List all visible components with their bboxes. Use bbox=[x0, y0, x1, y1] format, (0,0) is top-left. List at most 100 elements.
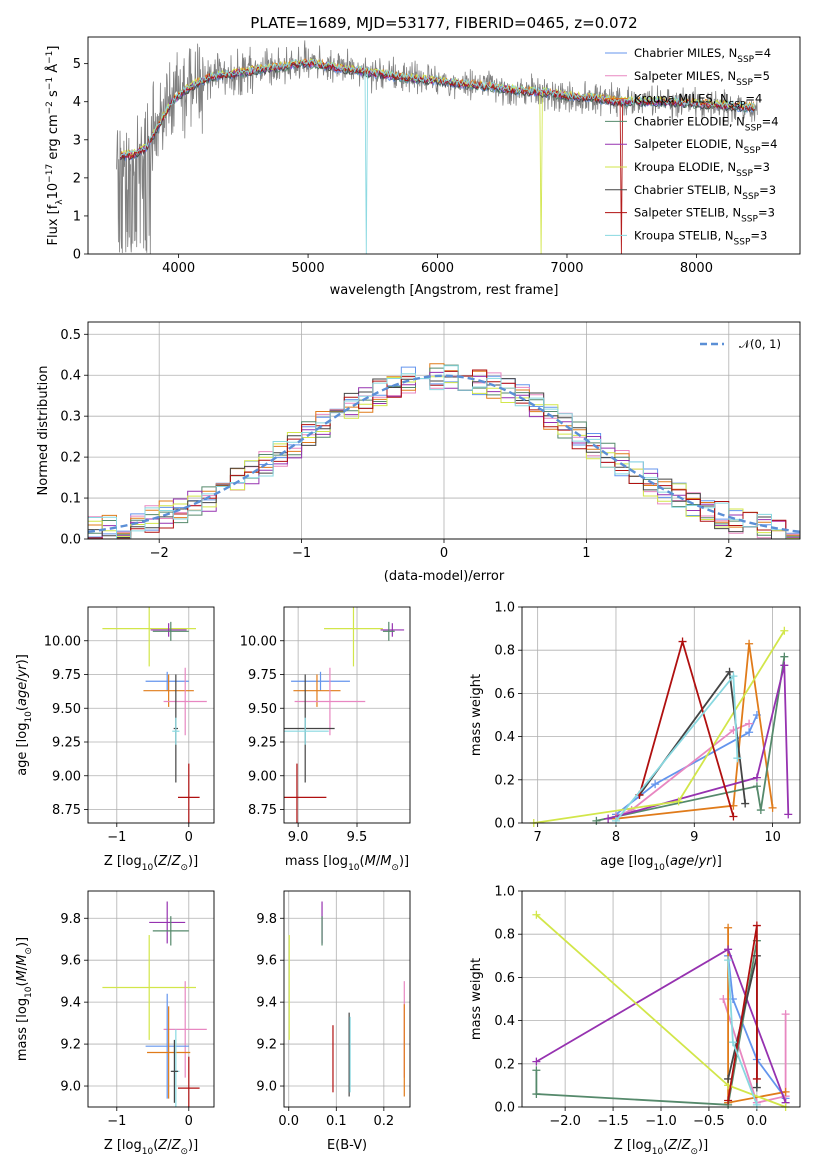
y-tick-label: 0.2 bbox=[494, 1057, 515, 1072]
weight-marker bbox=[729, 812, 738, 821]
legend-entry: Chabrier ELODIE, NSSP=4 bbox=[634, 114, 779, 133]
normal-curve bbox=[88, 374, 800, 533]
y-tick-label: 9.50 bbox=[248, 702, 277, 717]
errorbar-point bbox=[294, 667, 366, 736]
x-tick-label: −1 bbox=[107, 830, 126, 845]
y-axis-label: mass weight bbox=[469, 958, 484, 1040]
weight-marker bbox=[678, 637, 687, 646]
histogram-steps bbox=[88, 365, 800, 539]
y-tick-label: 0.2 bbox=[60, 451, 81, 466]
residual-histogram-panel: −2 −1 0 1 2 0.0 0.1 0.2 0.3 0.4 0.5 𝒩(0, 1) (data-mo… bbox=[36, 321, 801, 584]
weight-marker bbox=[752, 1100, 761, 1109]
y-tick-label: 9.4 bbox=[60, 996, 81, 1011]
x-tick-label: 0 bbox=[440, 546, 448, 561]
weight-marker bbox=[604, 814, 613, 823]
weight-line bbox=[722, 998, 787, 1104]
y-tick-label: 0.8 bbox=[494, 928, 515, 943]
axes-frame bbox=[87, 321, 801, 540]
legend-entry: Kroupa ELODIE, NSSP=3 bbox=[634, 160, 770, 179]
x-tick-label: 4000 bbox=[162, 261, 195, 276]
x-tick-label: 2 bbox=[725, 546, 733, 561]
weight-marker bbox=[725, 667, 734, 676]
x-tick-label: 7 bbox=[534, 830, 542, 845]
x-tick-label: 0.2 bbox=[374, 1114, 395, 1129]
x-axis-label: Z [log10(Z/Z⊙)] bbox=[614, 1138, 708, 1157]
y-tick-label: 0.4 bbox=[60, 369, 81, 384]
weight-marker bbox=[752, 1083, 761, 1092]
age-vs-mass-panel: 9.0 9.5 8.75 9.00 9.25 9.50 9.75 10.00 mass [log… bbox=[240, 606, 411, 873]
errorbar-point bbox=[102, 607, 196, 667]
y-tick-label: 0.0 bbox=[494, 1101, 515, 1116]
errorbar-point bbox=[380, 623, 405, 637]
x-tick-label: −2 bbox=[150, 546, 169, 561]
y-tick-label: 0.1 bbox=[60, 492, 81, 507]
weight-marker bbox=[674, 797, 683, 806]
x-axis-label: E(B-V) bbox=[327, 1138, 367, 1153]
x-tick-label: −1.0 bbox=[645, 1114, 677, 1129]
errorbar-point bbox=[163, 981, 207, 1078]
errorbar-point bbox=[178, 763, 200, 823]
weight-marker bbox=[781, 1010, 790, 1019]
x-tick-label: −1 bbox=[107, 1114, 126, 1129]
x-tick-label: −0.5 bbox=[693, 1114, 725, 1129]
y-tick-label: 1.0 bbox=[494, 601, 515, 616]
x-axis-label: (data-model)/error bbox=[384, 569, 505, 584]
legend-entry: Kroupa MILES, NSSP=4 bbox=[634, 92, 762, 111]
axes-frame bbox=[521, 890, 801, 1108]
y-tick-label: 0.0 bbox=[60, 533, 81, 548]
x-axis-label: Z [log10(Z/Z⊙)] bbox=[104, 1138, 198, 1157]
weight-marker bbox=[733, 754, 742, 763]
y-tick-label: 0 bbox=[73, 248, 81, 263]
axes-frame bbox=[87, 36, 801, 255]
histogram-plot-area bbox=[88, 363, 800, 539]
y-tick-label: 2 bbox=[73, 171, 81, 186]
x-tick-label: 0 bbox=[185, 1114, 193, 1129]
y-tick-label: 9.6 bbox=[256, 954, 277, 969]
x-tick-label: 0.0 bbox=[278, 1114, 299, 1129]
errorbar-point bbox=[152, 621, 189, 641]
x-tick-label: 0.0 bbox=[747, 1114, 768, 1129]
legend-entry: Salpeter STELIB, NSSP=3 bbox=[634, 206, 775, 225]
weight-marker bbox=[745, 719, 754, 728]
legend-entry: Chabrier STELIB, NSSP=3 bbox=[634, 183, 776, 202]
chart-title: PLATE=1689, MJD=53177, FIBERID=0465, z=0… bbox=[250, 14, 637, 32]
x-tick-label: 8000 bbox=[680, 261, 713, 276]
y-tick-label: 9.8 bbox=[256, 912, 277, 927]
errorbar-point bbox=[382, 621, 395, 641]
errorbar-point bbox=[163, 667, 207, 736]
y-tick-label: 0.2 bbox=[494, 773, 515, 788]
weight-marker bbox=[784, 810, 793, 819]
age-vs-Z-panel: −1 0 8.75 9.00 9.25 9.50 9.75 10.00 Z [log10(Z/Z… bbox=[15, 606, 215, 873]
errorbar-point bbox=[284, 763, 327, 823]
y-tick-label: 0.5 bbox=[60, 328, 81, 343]
errorbar-point bbox=[152, 916, 189, 946]
errorbar-plot-area bbox=[284, 607, 405, 823]
errorbar-plot-area bbox=[102, 607, 207, 823]
y-tick-label: 0.8 bbox=[494, 644, 515, 659]
spectrum-panel: 4000 5000 6000 7000 8000 0 1 2 3 4 5 PLATE=1689, MJ… bbox=[45, 14, 801, 298]
weight-marker bbox=[592, 816, 601, 825]
weight-marker bbox=[719, 995, 728, 1003]
weight-marker bbox=[532, 910, 541, 919]
weight-plot-area bbox=[532, 910, 790, 1111]
x-tick-label: 6000 bbox=[421, 261, 454, 276]
errorbar-point bbox=[170, 1039, 178, 1103]
x-tick-label: −1.5 bbox=[597, 1114, 629, 1129]
x-axis-label: Z [log10(Z/Z⊙)] bbox=[104, 854, 198, 873]
y-axis-label: age [log10(age/yr)] bbox=[15, 654, 34, 776]
y-tick-label: 9.8 bbox=[60, 912, 81, 927]
y-tick-label: 0.4 bbox=[494, 1014, 515, 1029]
weight-marker bbox=[611, 816, 620, 825]
weight-line bbox=[615, 643, 774, 820]
y-tick-label: 9.2 bbox=[256, 1038, 277, 1053]
errorbar-point bbox=[178, 1056, 200, 1107]
weight-marker bbox=[532, 1057, 541, 1066]
y-tick-label: 0.3 bbox=[60, 410, 81, 425]
y-axis-label: Flux [fλ10−17 erg cm−2 s−1 Å−1] bbox=[45, 46, 65, 246]
axes-frame bbox=[87, 890, 215, 1108]
axes-frame bbox=[87, 606, 215, 824]
errorbar-point bbox=[291, 671, 350, 691]
y-tick-label: 0.6 bbox=[494, 687, 515, 702]
weight-marker bbox=[741, 799, 750, 808]
y-tick-label: 0.4 bbox=[494, 730, 515, 745]
